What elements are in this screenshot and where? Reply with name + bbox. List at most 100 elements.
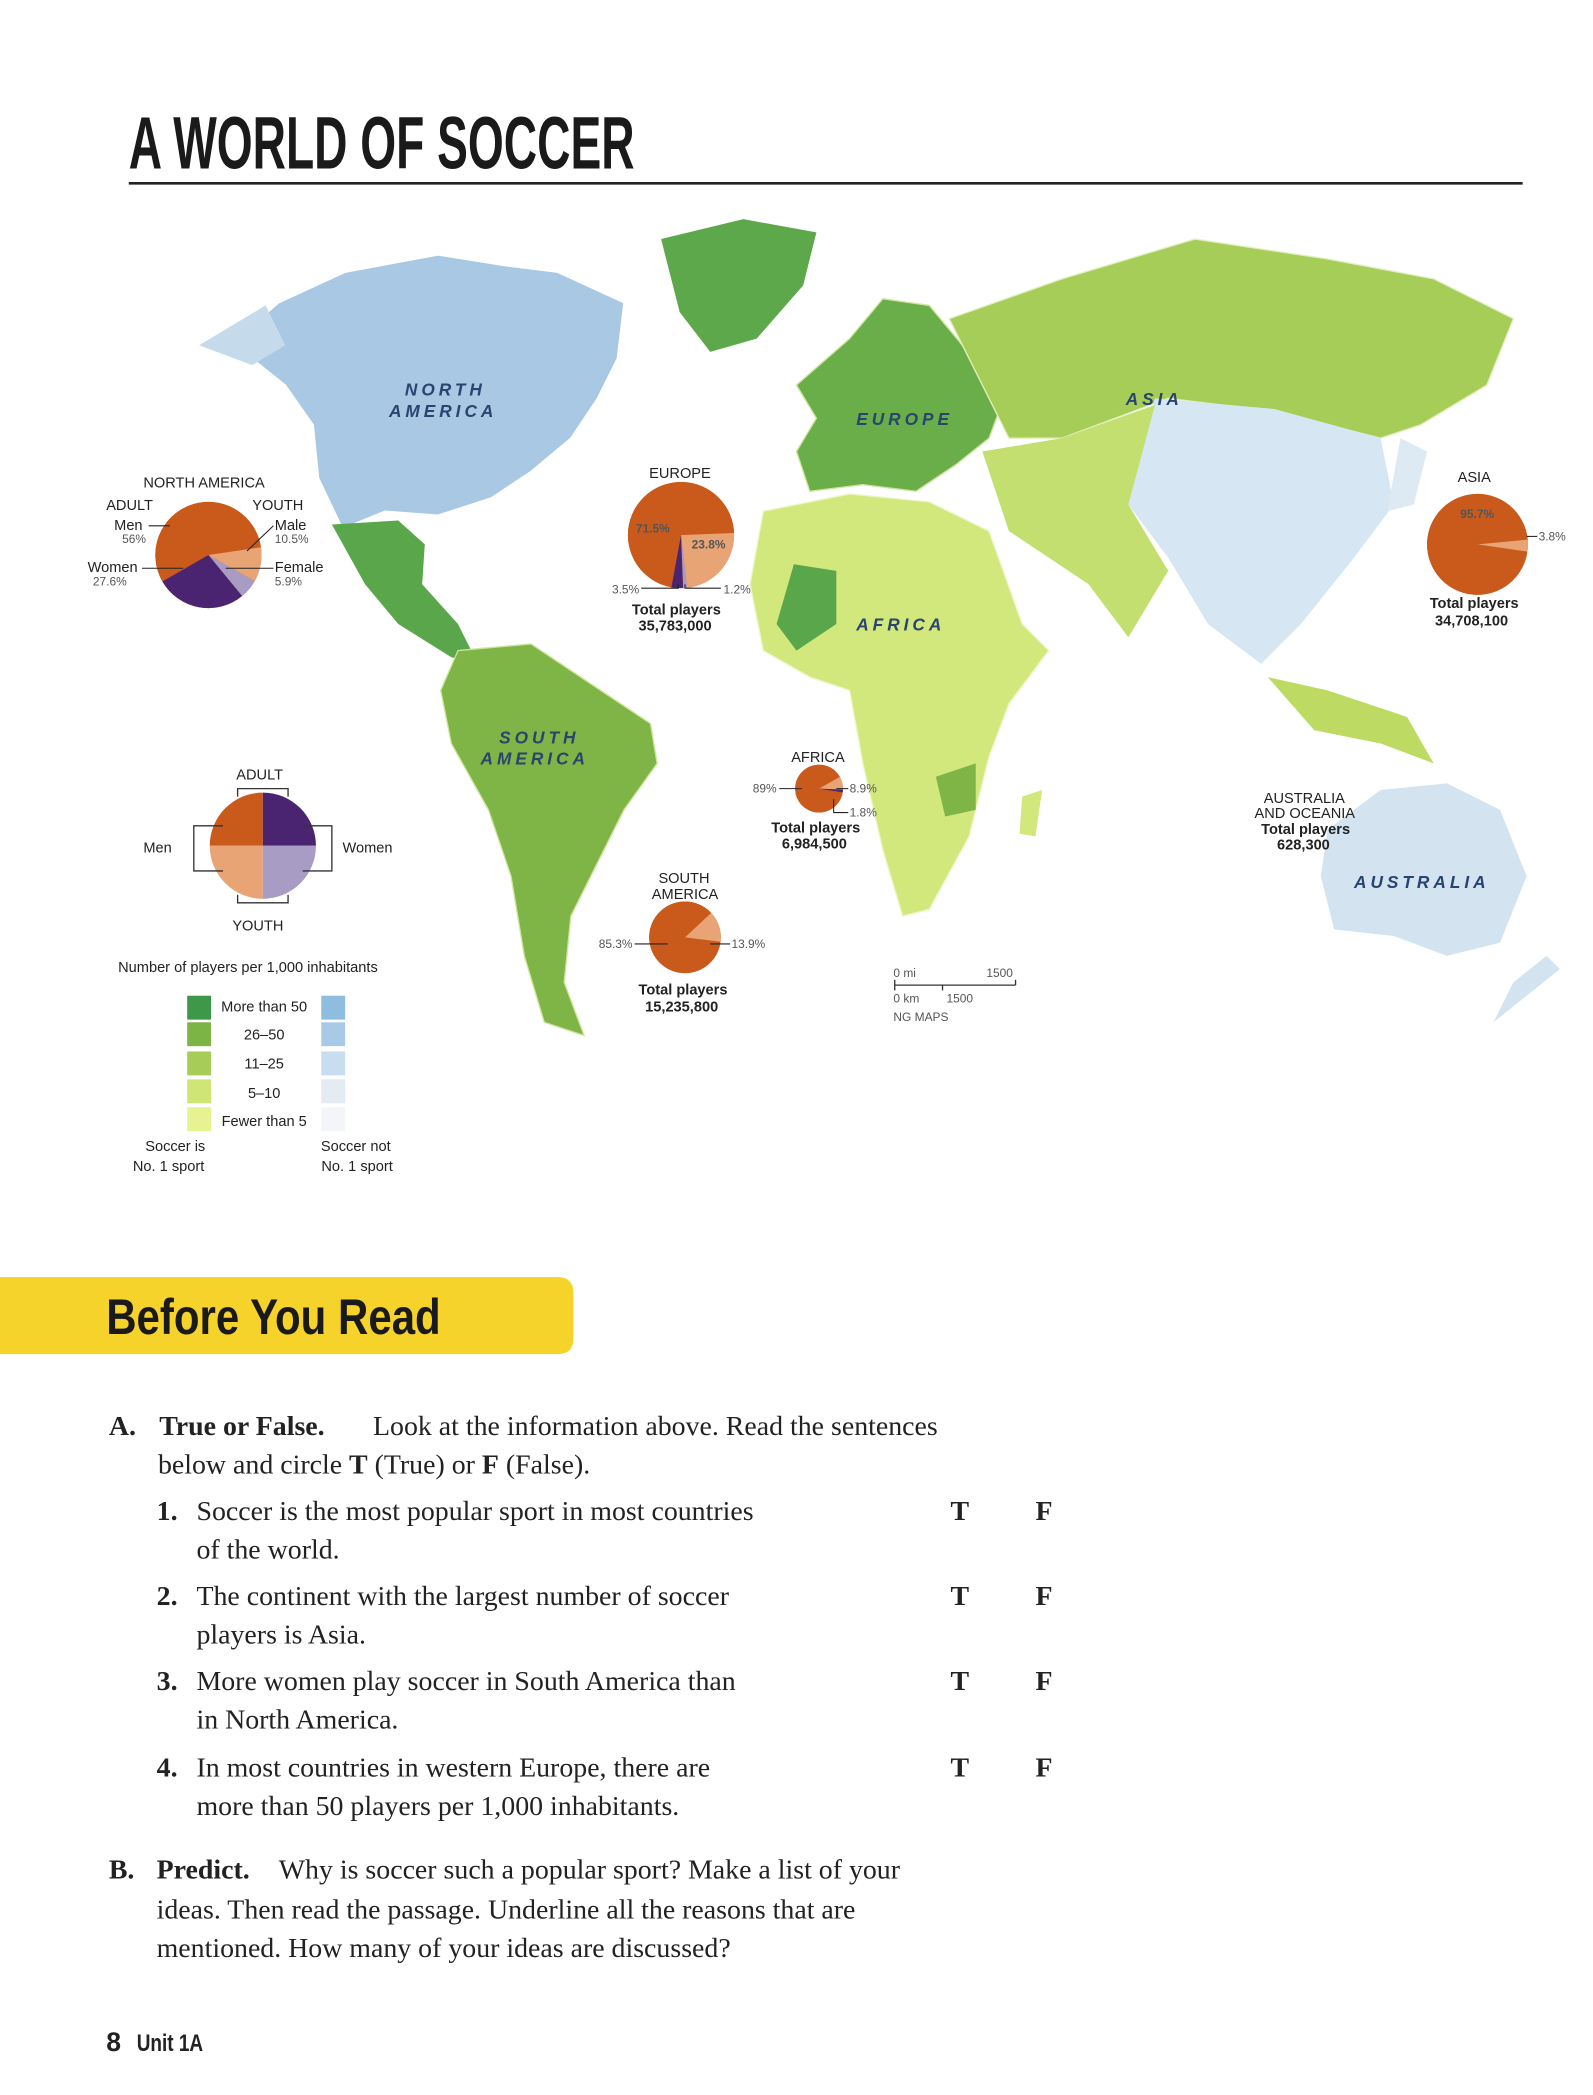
total-value: 35,783,000	[639, 619, 712, 635]
item-number: 1.	[157, 1496, 178, 1527]
key-youth-label: YOUTH	[232, 919, 283, 935]
map-legend: Number of players per 1,000 inhabitants …	[118, 960, 393, 1175]
item-number: 2.	[157, 1581, 178, 1612]
africa	[749, 493, 1050, 917]
pie-title-2: AND OCEANIA	[1254, 806, 1355, 822]
women-value: 3.5%	[612, 582, 640, 596]
true-option[interactable]: T	[950, 1666, 969, 1697]
true-false-item: 2. The continent with the largest number …	[157, 1581, 1053, 1650]
before-you-read-heading: Before You Read	[106, 1288, 441, 1345]
legend-swatch-blue	[321, 1022, 346, 1047]
legend-swatch-green	[187, 1051, 212, 1076]
asia	[948, 238, 1515, 439]
pie-slice-women	[671, 535, 684, 589]
scale-mi-zero: 0 mi	[893, 966, 916, 980]
legend-level: Fewer than 5	[222, 1114, 307, 1130]
region-label-south-america-2: AMERICA	[480, 749, 589, 769]
men-value: 71.5%	[636, 521, 670, 535]
legend-left-caption: Soccer is	[145, 1139, 205, 1155]
total-label: Total players	[639, 982, 728, 998]
item-text: More women play soccer in South America …	[196, 1666, 735, 1697]
pie-title: AUSTRALIA	[1264, 791, 1345, 807]
women-value: 1.8%	[850, 806, 878, 820]
false-option[interactable]: F	[1035, 1581, 1052, 1612]
pie-title: SOUTH	[658, 871, 709, 887]
unit-label: Unit 1A	[137, 2030, 203, 2057]
greenland	[661, 219, 817, 352]
key-adult-label: ADULT	[236, 767, 283, 783]
total-label: Total players	[1430, 596, 1519, 612]
madagascar	[1019, 789, 1043, 837]
legend-title: Number of players per 1,000 inhabitants	[118, 960, 378, 976]
total-value: 15,235,800	[645, 1000, 718, 1016]
total-value: 628,300	[1277, 838, 1330, 854]
item-text: Soccer is the most popular sport in most…	[196, 1496, 753, 1527]
section-a: A. True or False. Look at the informatio…	[109, 1411, 1053, 1822]
legend-swatch-green	[187, 995, 212, 1020]
key-slice-youth-female	[262, 845, 316, 899]
section-b-line: Why is soccer such a popular sport? Make…	[279, 1855, 901, 1886]
pie-slice-women	[819, 788, 843, 793]
item-text: In most countries in western Europe, the…	[196, 1752, 710, 1783]
item-text: players is Asia.	[196, 1620, 365, 1651]
key-slice-men	[209, 792, 263, 846]
true-false-item: 1. Soccer is the most popular sport in mo…	[157, 1496, 1053, 1565]
north-america-landmass	[231, 254, 625, 530]
key-slice-women	[262, 792, 316, 846]
region-label-south-america: SOUTH	[499, 728, 579, 748]
item-text: more than 50 players per 1,000 inhabitan…	[196, 1791, 679, 1822]
europe	[795, 298, 1010, 493]
legend-level: 26–50	[244, 1028, 285, 1044]
pie-slice-men	[795, 764, 843, 813]
legend-swatch-blue	[321, 1107, 346, 1132]
pie-slice-youth-male	[684, 912, 721, 942]
section-a-title: True or False.	[159, 1411, 324, 1442]
region-label-europe: EUROPE	[856, 409, 953, 429]
key-slice-youth-male	[209, 845, 263, 899]
false-option[interactable]: F	[1035, 1496, 1052, 1527]
pie-title: ASIA	[1458, 470, 1492, 486]
scale-km-value: 1500	[947, 991, 974, 1005]
true-false-item: 3. More women play soccer in South Americ…	[157, 1666, 1053, 1735]
false-option[interactable]: F	[1035, 1752, 1052, 1783]
east-asia	[1128, 398, 1394, 664]
female-value: 5.9%	[275, 575, 303, 589]
legend-swatch-blue	[321, 995, 346, 1020]
pie-slice-men	[649, 901, 721, 974]
legend-level: 11–25	[244, 1057, 283, 1073]
false-option[interactable]: F	[1035, 1666, 1052, 1697]
female-label: Female	[275, 560, 324, 576]
item-number: 4.	[157, 1752, 178, 1783]
region-label-north-america: NORTH	[405, 380, 486, 400]
adult-label: ADULT	[106, 498, 153, 514]
men-value: 56%	[122, 532, 146, 546]
pie-slice-men	[155, 501, 261, 582]
pie-africa: AFRICA 89% 8.9% 1.8% Total players 6,984…	[753, 750, 878, 852]
item-text: in North America.	[196, 1705, 398, 1736]
total-label: Total players	[771, 820, 860, 836]
pie-slice-men	[627, 481, 735, 588]
pie-title-2: AMERICA	[652, 887, 719, 903]
world-map	[199, 219, 1560, 1037]
pie-title: AFRICA	[791, 750, 845, 766]
legend-left-caption-2: No. 1 sport	[133, 1159, 204, 1175]
pie-slice-youth-female	[681, 535, 688, 589]
true-option[interactable]: T	[950, 1496, 969, 1527]
true-option[interactable]: T	[950, 1752, 969, 1783]
youth-label: YOUTH	[252, 498, 303, 514]
pie-asia: ASIA 95.7% 3.8% Total players 34,708,100	[1427, 470, 1566, 629]
male-label: Male	[275, 518, 307, 534]
pie-title: EUROPE	[649, 466, 711, 482]
youth-male-value: 13.9%	[731, 937, 765, 951]
total-label: Total players	[632, 603, 721, 619]
region-label-australia: AUSTRALIA	[1353, 872, 1490, 892]
section-a-letter: A.	[109, 1411, 136, 1442]
men-value: 89%	[753, 782, 777, 796]
pie-slice-youth-male	[208, 547, 262, 582]
sahel-highlight	[776, 564, 837, 651]
section-b-line: mentioned. How many of your ideas are di…	[157, 1933, 731, 1964]
pie-slice-youth-female	[208, 554, 255, 597]
item-number: 3.	[157, 1666, 178, 1697]
true-option[interactable]: T	[950, 1581, 969, 1612]
